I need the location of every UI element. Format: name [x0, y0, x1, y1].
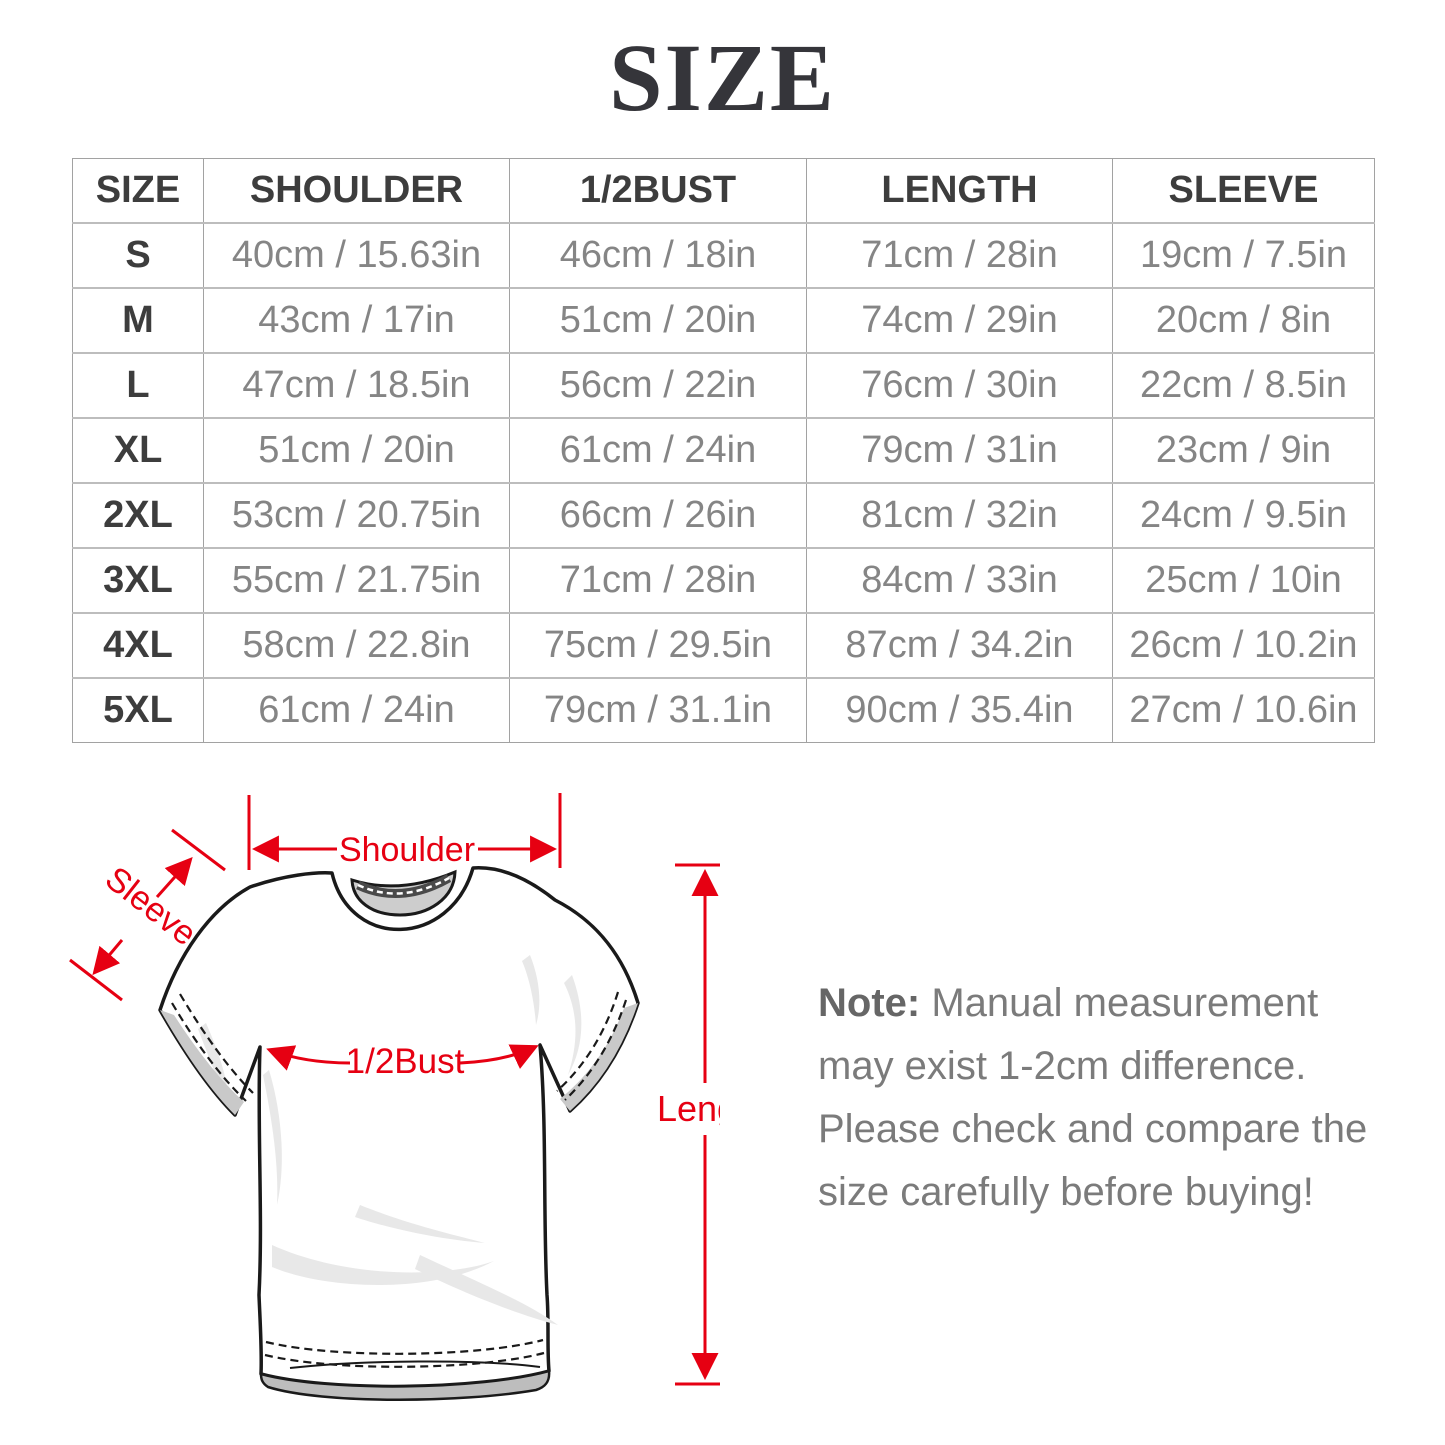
sleeve-cell: 24cm / 9.5in: [1112, 482, 1375, 549]
size-table: SIZE SHOULDER 1/2BUST LENGTH SLEEVE S 40c…: [72, 158, 1375, 743]
note-text: Note: Manual measurement may exist 1-2cm…: [818, 972, 1374, 1224]
sleeve-top-tick: [171, 828, 226, 872]
sleeve-cell: 20cm / 8in: [1112, 287, 1375, 354]
sleeve-arrow-up: [155, 856, 193, 898]
sleeve-cell: 27cm / 10.6in: [1112, 677, 1375, 743]
sleeve-cell: 22cm / 8.5in: [1112, 352, 1375, 419]
shoulder-cell: 47cm / 18.5in: [203, 352, 510, 419]
tshirt-diagram: Shoulder Sleeve 1/2Bust: [60, 775, 767, 1445]
table-row: 4XL 58cm / 22.8in 75cm / 29.5in 87cm / 34.2…: [72, 612, 1375, 679]
shoulder-cell: 53cm / 20.75in: [203, 482, 510, 549]
sleeve-stitches: [171, 991, 628, 1102]
shoulder-cell: 40cm / 15.63in: [203, 222, 510, 289]
table-row: 2XL 53cm / 20.75in 66cm / 26in 81cm / 32in 2…: [72, 482, 1375, 549]
length-label: Length: [657, 1088, 720, 1129]
length-cell: 71cm / 28in: [806, 222, 1113, 289]
sleeve-cell: 25cm / 10in: [1112, 547, 1375, 614]
length-cell: 76cm / 30in: [806, 352, 1113, 419]
bust-cell: 71cm / 28in: [509, 547, 807, 614]
bust-cell: 61cm / 24in: [509, 417, 807, 484]
table-header-row: SIZE SHOULDER 1/2BUST LENGTH SLEEVE: [72, 158, 1375, 224]
bust-cell: 79cm / 31.1in: [509, 677, 807, 743]
shoulder-label: Shoulder: [339, 831, 475, 869]
col-header-bust: 1/2BUST: [509, 158, 807, 224]
shoulder-cell: 51cm / 20in: [203, 417, 510, 484]
shoulder-cell: 55cm / 21.75in: [203, 547, 510, 614]
length-cell: 87cm / 34.2in: [806, 612, 1113, 679]
sleeve-label: Sleeve: [98, 859, 203, 953]
note-body: Manual measurement may exist 1-2cm diffe…: [818, 981, 1368, 1214]
table-row: 3XL 55cm / 21.75in 71cm / 28in 84cm / 33in 2…: [72, 547, 1375, 614]
bust-cell: 66cm / 26in: [509, 482, 807, 549]
tshirt-diagram-svg: Shoulder Sleeve 1/2Bust: [69, 793, 767, 1402]
bust-annotation: 1/2Bust: [266, 1042, 539, 1081]
length-cell: 79cm / 31in: [806, 417, 1113, 484]
sleeve-bottom-tick: [69, 958, 123, 1002]
length-cell: 81cm / 32in: [806, 482, 1113, 549]
collar-stitch-dashes: [357, 876, 450, 895]
size-cell: M: [72, 287, 204, 354]
size-cell: 5XL: [72, 677, 204, 743]
bust-arrow-left: [266, 1045, 351, 1071]
left-cuff-inside: [160, 1010, 244, 1115]
bust-cell: 56cm / 22in: [509, 352, 807, 419]
shoulder-annotation: Shoulder: [247, 793, 562, 870]
shoulder-cell: 61cm / 24in: [203, 677, 510, 743]
sleeve-cell: 26cm / 10.2in: [1112, 612, 1375, 679]
col-header-size: SIZE: [72, 158, 204, 224]
length-cell: 84cm / 33in: [806, 547, 1113, 614]
sleeve-arrow-down: [92, 939, 124, 976]
table-row: XL 51cm / 20in 61cm / 24in 79cm / 31in 23cm …: [72, 417, 1375, 484]
tshirt-illustration: [158, 866, 640, 1402]
size-cell: 2XL: [72, 482, 204, 549]
shoulder-cell: 43cm / 17in: [203, 287, 510, 354]
size-cell: XL: [72, 417, 204, 484]
hem-stitches: [264, 1338, 545, 1368]
bust-cell: 51cm / 20in: [509, 287, 807, 354]
bust-cell: 75cm / 29.5in: [509, 612, 807, 679]
bust-arrow-right: [459, 1044, 539, 1069]
hem-fold-line: [289, 1360, 541, 1369]
sleeve-cell: 19cm / 7.5in: [1112, 222, 1375, 289]
bust-cell: 46cm / 18in: [509, 222, 807, 289]
size-table-body: S 40cm / 15.63in 46cm / 18in 71cm / 28in 19c…: [72, 222, 1375, 743]
size-cell: S: [72, 222, 204, 289]
length-annotation: Length: [657, 863, 767, 1386]
length-cell: 90cm / 35.4in: [806, 677, 1113, 743]
table-row: M 43cm / 17in 51cm / 20in 74cm / 29in 20cm /…: [72, 287, 1375, 354]
col-header-sleeve: SLEEVE: [1112, 158, 1375, 224]
size-table-head: SIZE SHOULDER 1/2BUST LENGTH SLEEVE: [72, 158, 1375, 224]
table-row: S 40cm / 15.63in 46cm / 18in 71cm / 28in 19c…: [72, 222, 1375, 289]
bust-label: 1/2Bust: [346, 1042, 465, 1081]
note-label: Note:: [818, 981, 921, 1025]
table-row: 5XL 61cm / 24in 79cm / 31.1in 90cm / 35.4in…: [72, 677, 1375, 743]
shoulder-cell: 58cm / 22.8in: [203, 612, 510, 679]
length-cell: 74cm / 29in: [806, 287, 1113, 354]
col-header-shoulder: SHOULDER: [203, 158, 510, 224]
sleeve-cell: 23cm / 9in: [1112, 417, 1375, 484]
size-cell: 3XL: [72, 547, 204, 614]
size-cell: 4XL: [72, 612, 204, 679]
table-row: L 47cm / 18.5in 56cm / 22in 76cm / 30in 22cm…: [72, 352, 1375, 419]
page-title: SIZE: [609, 24, 836, 131]
col-header-length: LENGTH: [806, 158, 1113, 224]
tshirt-body: [158, 866, 640, 1389]
hem-underside: [259, 1369, 551, 1402]
size-cell: L: [72, 352, 204, 419]
